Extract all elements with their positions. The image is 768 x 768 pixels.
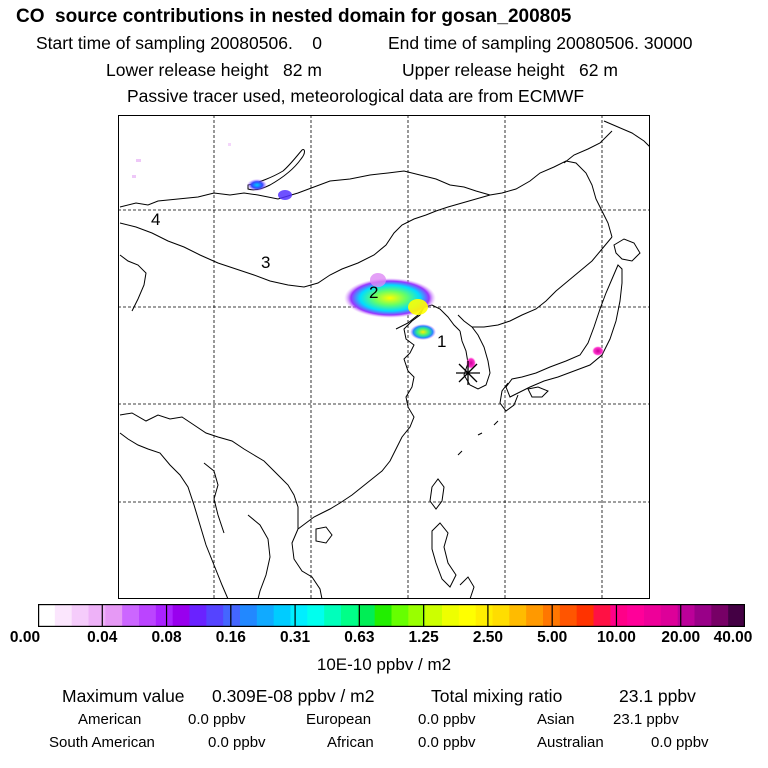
colorbar-cell — [341, 604, 359, 627]
colorbar-tick-label: 10.00 — [597, 629, 636, 646]
colorbar-cell — [139, 604, 157, 627]
plume-baikal-east — [278, 190, 292, 200]
colorbar-tick-label: 5.00 — [537, 629, 568, 646]
region-name-american: American — [78, 711, 142, 728]
colorbar-cell — [425, 604, 443, 627]
plume-bohai — [410, 324, 436, 340]
receptor-star-icon — [456, 361, 480, 385]
colorbar-cell — [593, 604, 611, 627]
colorbar-cell — [256, 604, 275, 627]
region-label-1: 1 — [437, 332, 446, 351]
colorbar-cell — [442, 604, 460, 627]
region-value-american: 0.0 ppbv — [188, 711, 246, 728]
plume-north-edge — [370, 273, 386, 287]
colorbar-cell — [206, 604, 224, 627]
colorbar-cell — [54, 604, 73, 627]
colorbar-tick-label: 1.25 — [408, 629, 439, 646]
colorbar-cell — [660, 604, 679, 627]
colorbar-cell — [610, 604, 628, 627]
colorbar-cell — [155, 604, 174, 627]
region-value-australian: 0.0 ppbv — [651, 734, 709, 751]
plume-speck — [136, 159, 141, 162]
colorbar-cell — [408, 604, 426, 627]
max-value-label: Maximum value — [62, 686, 185, 706]
colorbar-tick-label: 0.04 — [87, 629, 118, 646]
region-value-european: 0.0 ppbv — [418, 711, 476, 728]
colorbar-tick-label: 20.00 — [661, 629, 701, 646]
colorbar-cell — [492, 604, 510, 627]
colorbar-cell — [290, 604, 308, 627]
colorbar-tick-label: 0.16 — [215, 629, 246, 646]
region-label-4: 4 — [151, 210, 160, 229]
colorbar-cell — [122, 604, 140, 627]
colorbar-cell — [644, 604, 662, 627]
plume-baikal — [247, 179, 267, 191]
colorbar-cell — [728, 604, 745, 627]
plot-title: CO source contributions in nested domain… — [16, 6, 572, 27]
colorbar-tick-label: 0.63 — [344, 629, 375, 646]
colorbar-cell — [458, 604, 477, 627]
colorbar-tick-label: 40.00 — [713, 629, 753, 646]
colorbar-cell — [627, 604, 645, 627]
colorbar-cell — [240, 604, 258, 627]
lower-release-height: Lower release height 82 m — [106, 60, 322, 80]
colorbar-cell — [509, 604, 527, 627]
colorbar-tick-label: 0.08 — [151, 629, 182, 646]
plume-speck — [228, 143, 231, 146]
colorbar-tick-label: 0.31 — [279, 629, 311, 646]
colorbar-cell — [711, 604, 729, 627]
colorbar-cell — [324, 604, 342, 627]
region-name-european: European — [306, 711, 372, 728]
region-name-australian: Australian — [537, 734, 604, 751]
region-value-african: 0.0 ppbv — [418, 734, 476, 751]
region-value-south-american: 0.0 ppbv — [208, 734, 266, 751]
region-label-2: 2 — [369, 283, 378, 302]
region-name-african: African — [327, 734, 374, 751]
plume-speck — [132, 175, 136, 178]
colorbar-cell — [223, 604, 241, 627]
colorbar-cell — [576, 604, 595, 627]
region-value-asian: 23.1 ppbv — [613, 711, 679, 728]
region-label-3: 3 — [261, 253, 270, 272]
colorbar-cell — [71, 604, 90, 627]
concentration-field — [132, 143, 604, 369]
plume-core — [408, 299, 428, 315]
end-time: End time of sampling 20080506. 30000 — [388, 33, 693, 53]
total-mixing-value: 23.1 ppbv — [619, 686, 696, 706]
colorbar-cell — [105, 604, 123, 627]
max-value: 0.309E-08 ppbv / m2 — [212, 686, 375, 706]
colorbar — [38, 604, 745, 627]
colorbar-cell — [38, 604, 56, 627]
start-time: Start time of sampling 20080506. 0 — [36, 33, 322, 53]
colorbar-cell — [357, 604, 376, 627]
colorbar-cell — [559, 604, 578, 627]
colorbar-cell — [694, 604, 712, 627]
map-frame — [118, 115, 650, 599]
colorbar-tick-label: 2.50 — [472, 629, 503, 646]
colorbar-unit: 10E-10 ppbv / m2 — [316, 655, 452, 674]
tracer-note: Passive tracer used, meteorological data… — [127, 86, 585, 106]
plume-japan — [592, 346, 604, 356]
colorbar-tick-label: 0.00 — [9, 629, 41, 646]
total-mixing-label: Total mixing ratio — [431, 686, 563, 706]
colorbar-cell — [475, 604, 494, 627]
region-name-south-american: South American — [49, 734, 155, 751]
region-name-asian: Asian — [537, 711, 575, 728]
colorbar-cell — [88, 604, 106, 627]
colorbar-cell — [273, 604, 292, 627]
colorbar-cell — [526, 604, 544, 627]
colorbar-cell — [374, 604, 393, 627]
colorbar-cell — [172, 604, 191, 627]
colorbar-cell — [189, 604, 207, 627]
colorbar-cell — [391, 604, 409, 627]
region-labels: 1 2 3 4 — [151, 210, 446, 351]
upper-release-height: Upper release height 62 m — [402, 60, 618, 80]
colorbar-cell — [307, 604, 325, 627]
colorbar-cell — [677, 604, 696, 627]
map-panel: 1 2 3 4 — [118, 115, 650, 599]
